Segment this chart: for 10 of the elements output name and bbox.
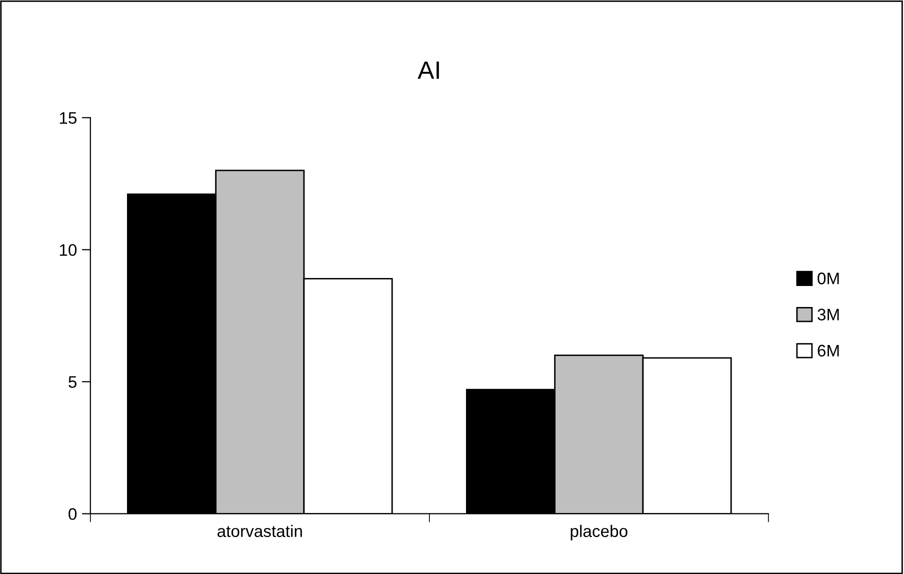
legend-label: 3M [818, 308, 839, 320]
y-tick-label: 5 [68, 376, 77, 388]
y-tick-label: 15 [60, 112, 77, 124]
legend-label: 6M [818, 344, 839, 357]
chart-title: AI [418, 62, 439, 79]
y-tick-label: 10 [60, 244, 77, 256]
y-tick-label: 0 [68, 508, 77, 520]
x-tick-label: placebo [570, 524, 628, 540]
x-tick-label: atorvastatin [218, 524, 302, 538]
legend-label: 0M [818, 272, 839, 284]
